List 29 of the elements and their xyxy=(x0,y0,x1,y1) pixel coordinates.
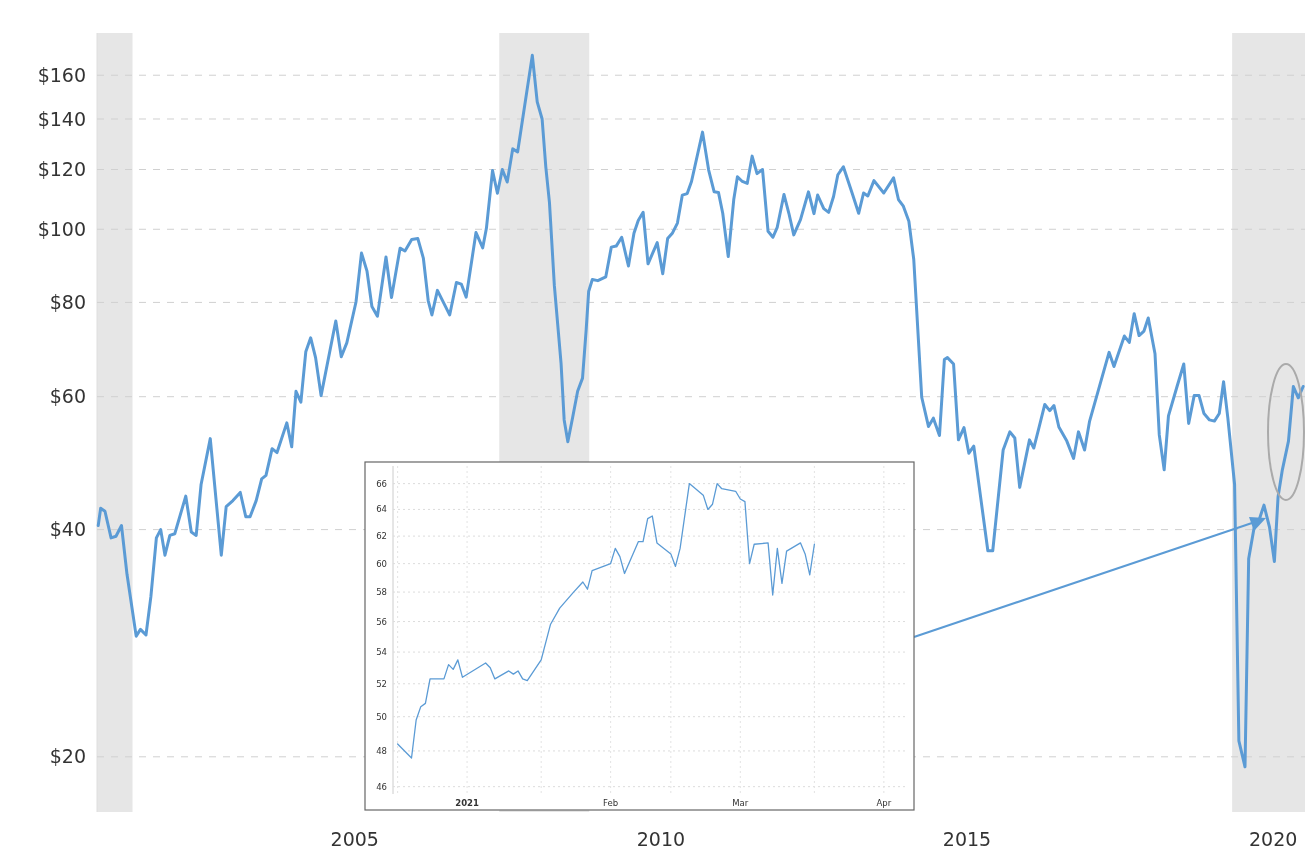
y-tick-label: 54 xyxy=(376,647,387,658)
y-tick-label: 62 xyxy=(376,531,387,542)
x-tick-label: Mar xyxy=(732,798,749,808)
x-tick-label: 2005 xyxy=(330,828,379,850)
y-tick-label: 58 xyxy=(376,587,387,598)
y-tick-label: 52 xyxy=(376,678,387,689)
line-series xyxy=(96,53,1305,769)
y-tick-label: 56 xyxy=(376,616,387,627)
x-tick-label: Feb xyxy=(603,798,619,808)
x-tick-label: 2021 xyxy=(455,798,479,808)
x-tick-label: 2015 xyxy=(942,828,992,850)
y-tick-label: 46 xyxy=(376,781,387,792)
x-tick-label: 2020 xyxy=(1248,828,1298,850)
y-tick-label: 64 xyxy=(376,504,387,515)
y-tick-label: $160 xyxy=(37,63,86,86)
y-tick-label: 50 xyxy=(376,711,387,722)
x-tick-label: 2010 xyxy=(636,828,686,850)
y-tick-label: 48 xyxy=(376,745,387,756)
y-tick-label: $60 xyxy=(49,385,86,408)
y-tick-label: $40 xyxy=(49,518,86,541)
y-tick-label: 60 xyxy=(376,558,387,569)
y-tick-label: $120 xyxy=(37,158,86,181)
y-tick-label: $140 xyxy=(37,107,86,130)
y-tick-label: 66 xyxy=(376,478,387,489)
y-tick-label: $20 xyxy=(49,745,86,768)
y-tick-label: $80 xyxy=(49,291,86,314)
x-tick-label: Apr xyxy=(876,798,892,808)
y-tick-label: $100 xyxy=(37,217,86,240)
line-series xyxy=(396,482,816,759)
